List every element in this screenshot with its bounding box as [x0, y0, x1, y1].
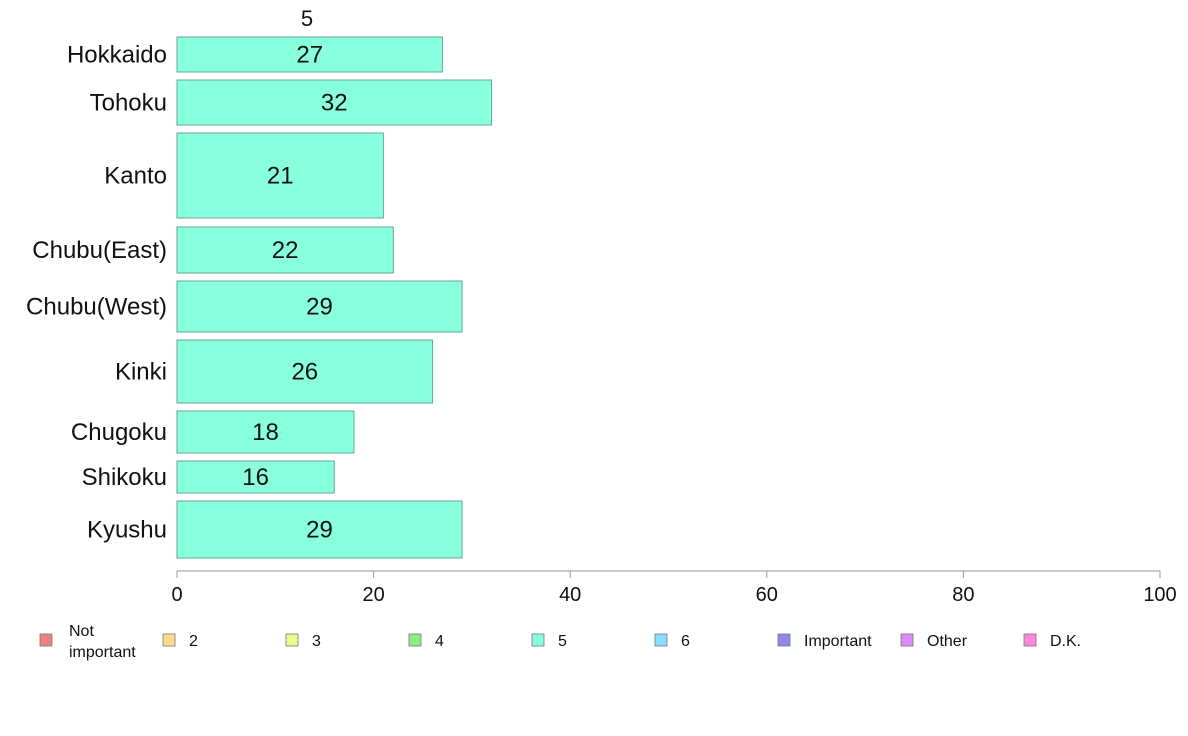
x-tick-label: 0 [171, 584, 182, 606]
bars-group: 5 27 32 21 22 29 26 18 16 29 [176, 6, 493, 559]
legend-swatch [162, 633, 176, 647]
category-label: Kyushu [87, 517, 167, 544]
legend-swatch [531, 633, 545, 647]
bar-value-label: 29 [306, 294, 333, 321]
legend-swatch [39, 633, 53, 647]
category-label: Chugoku [71, 419, 167, 446]
legend-swatch [408, 633, 422, 647]
legend-swatch [1023, 633, 1037, 647]
x-tick-label: 40 [559, 584, 581, 606]
category-label: Shikoku [82, 464, 167, 491]
bar-value-label: 18 [252, 419, 279, 446]
bar-value-label: 26 [291, 359, 318, 386]
legend-swatch [900, 633, 914, 647]
bar-value-label: 16 [242, 464, 269, 491]
category-label: Kanto [104, 163, 167, 190]
bar-value-label: 32 [321, 90, 348, 117]
bar [176, 132, 384, 219]
x-axis: 0 20 40 60 80 100 [171, 570, 1177, 606]
legend-label: Important [804, 633, 872, 650]
bar [176, 410, 355, 454]
legend-label: Other [927, 633, 968, 650]
bar-value-label: 27 [296, 42, 323, 69]
bar [176, 500, 463, 559]
category-label: Hokkaido [67, 42, 167, 69]
bar [176, 280, 463, 333]
legend: Not important 2 3 4 5 6 Important Other D.K. [39, 623, 1081, 661]
bar [176, 79, 493, 126]
legend-label: 5 [558, 633, 567, 650]
column-label: 5 [301, 6, 313, 31]
bar-value-label: 29 [306, 517, 333, 544]
bar [176, 36, 443, 73]
legend-swatch [654, 633, 668, 647]
bar [176, 460, 335, 494]
category-labels: Hokkaido Tohoku Kanto Chubu(East) Chubu(West… [26, 42, 167, 544]
x-tick-label: 60 [756, 584, 778, 606]
x-tick-label: 80 [952, 584, 974, 606]
x-tick-label: 100 [1143, 584, 1176, 606]
category-label: Tohoku [90, 90, 167, 117]
legend-swatch [777, 633, 791, 647]
bar [176, 339, 434, 404]
legend-label: D.K. [1050, 633, 1081, 650]
legend-label: 6 [681, 633, 690, 650]
bar [176, 226, 394, 274]
bar-value-label: 21 [267, 163, 294, 190]
legend-label: 3 [312, 633, 321, 650]
category-label: Kinki [115, 359, 167, 386]
legend-swatch [285, 633, 299, 647]
category-label: Chubu(East) [32, 237, 167, 264]
legend-label: 2 [189, 633, 198, 650]
bar-value-label: 22 [272, 237, 299, 264]
legend-label: 4 [435, 633, 444, 650]
category-label: Chubu(West) [26, 294, 167, 321]
legend-label: Not important [69, 623, 136, 661]
x-tick-label: 20 [362, 584, 384, 606]
